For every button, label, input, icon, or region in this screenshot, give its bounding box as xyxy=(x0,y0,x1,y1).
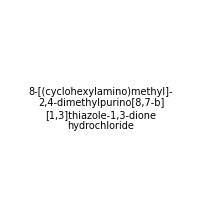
Text: 8-[(cyclohexylamino)methyl]-
2,4-dimethylpurino[8,7-b]
[1,3]thiazole-1,3-dione
h: 8-[(cyclohexylamino)methyl]- 2,4-dimethy… xyxy=(29,87,173,131)
